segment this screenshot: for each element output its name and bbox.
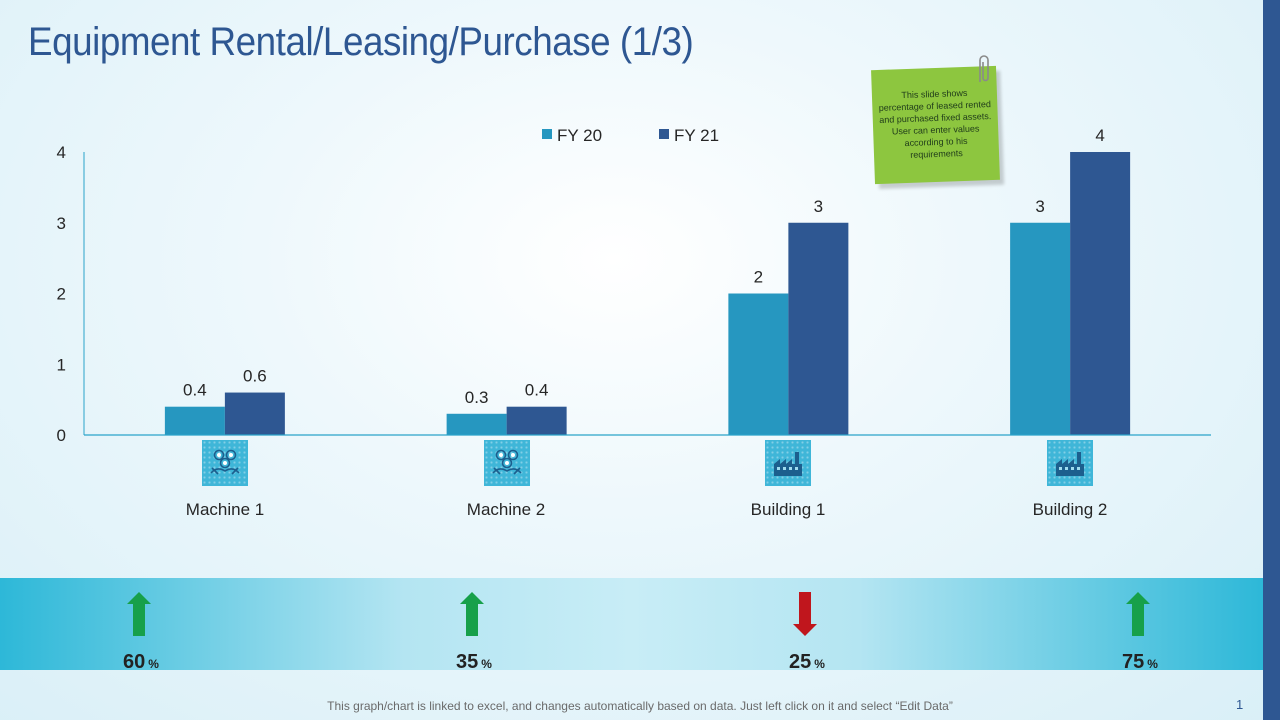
- kpi-value: 35: [456, 651, 479, 673]
- bar-fy-21: [224, 392, 285, 435]
- data-label: 0.4: [183, 381, 207, 400]
- data-label: 0.4: [525, 381, 549, 400]
- page-number: 1: [1236, 697, 1244, 712]
- kpi-value: 75: [1122, 651, 1145, 673]
- footer-note: This graph/chart is linked to excel, and…: [327, 699, 953, 713]
- kpi-unit: %: [1147, 657, 1158, 671]
- kpi-item: 60%: [101, 590, 221, 673]
- bar-chart[interactable]: 0 1 2 3 4 0.4 0.6 0.3 0.4 2 3 3 4 FY 20 FY 21: [0, 0, 1263, 560]
- handshake-gears-icon: [201, 440, 248, 486]
- data-label: 0.3: [465, 388, 489, 407]
- bar-fy-20: [728, 293, 789, 435]
- y-tick-label: 4: [57, 143, 66, 162]
- right-accent-bar: [1263, 0, 1280, 720]
- paperclip-icon: [979, 55, 989, 82]
- legend-swatch: [659, 129, 669, 139]
- data-label: 3: [1035, 197, 1044, 216]
- legend-swatch: [542, 129, 552, 139]
- legend-label: FY 20: [557, 126, 602, 145]
- legend-label: FY 21: [674, 126, 719, 145]
- arrow-up-icon: [127, 592, 151, 636]
- kpi-band: 60% 35% 25% 75%: [0, 578, 1263, 673]
- kpi-item: 35%: [434, 590, 554, 673]
- handshake-gears-icon: [483, 440, 530, 486]
- arrow-up-icon: [1126, 592, 1150, 636]
- bar-fy-20: [164, 406, 225, 435]
- category-label-building-2: Building 2: [1032, 500, 1108, 519]
- factory-icon: [765, 440, 812, 486]
- kpi-unit: %: [481, 657, 492, 671]
- bar-fy-20: [446, 413, 507, 435]
- kpi-value: 25: [789, 651, 812, 673]
- category-label-machine-1: Machine 1: [185, 500, 265, 519]
- y-tick-label: 0: [57, 426, 66, 445]
- y-tick-label: 2: [57, 285, 66, 304]
- category-label-building-1: Building 1: [750, 500, 826, 519]
- bar-fy-21: [506, 406, 567, 435]
- bar-fy-20: [1010, 222, 1071, 435]
- data-label: 2: [754, 268, 763, 287]
- data-label: 4: [1095, 126, 1104, 145]
- kpi-unit: %: [148, 657, 159, 671]
- y-tick-label: 1: [57, 355, 66, 374]
- kpi-value: 60: [123, 651, 146, 673]
- factory-icon: [1047, 440, 1094, 486]
- kpi-item: 75%: [1100, 590, 1220, 673]
- kpi-unit: %: [814, 657, 825, 671]
- page-title: Equipment Rental/Leasing/Purchase (1/3): [28, 20, 694, 64]
- y-tick-label: 3: [57, 214, 66, 233]
- bar-fy-21: [1070, 152, 1131, 435]
- bar-fy-21: [788, 222, 849, 435]
- data-label: 0.6: [243, 367, 267, 386]
- category-label-machine-2: Machine 2: [466, 500, 546, 519]
- kpi-item: 25%: [767, 590, 887, 673]
- data-label: 3: [814, 197, 823, 216]
- arrow-up-icon: [460, 592, 484, 636]
- arrow-down-icon: [793, 592, 817, 636]
